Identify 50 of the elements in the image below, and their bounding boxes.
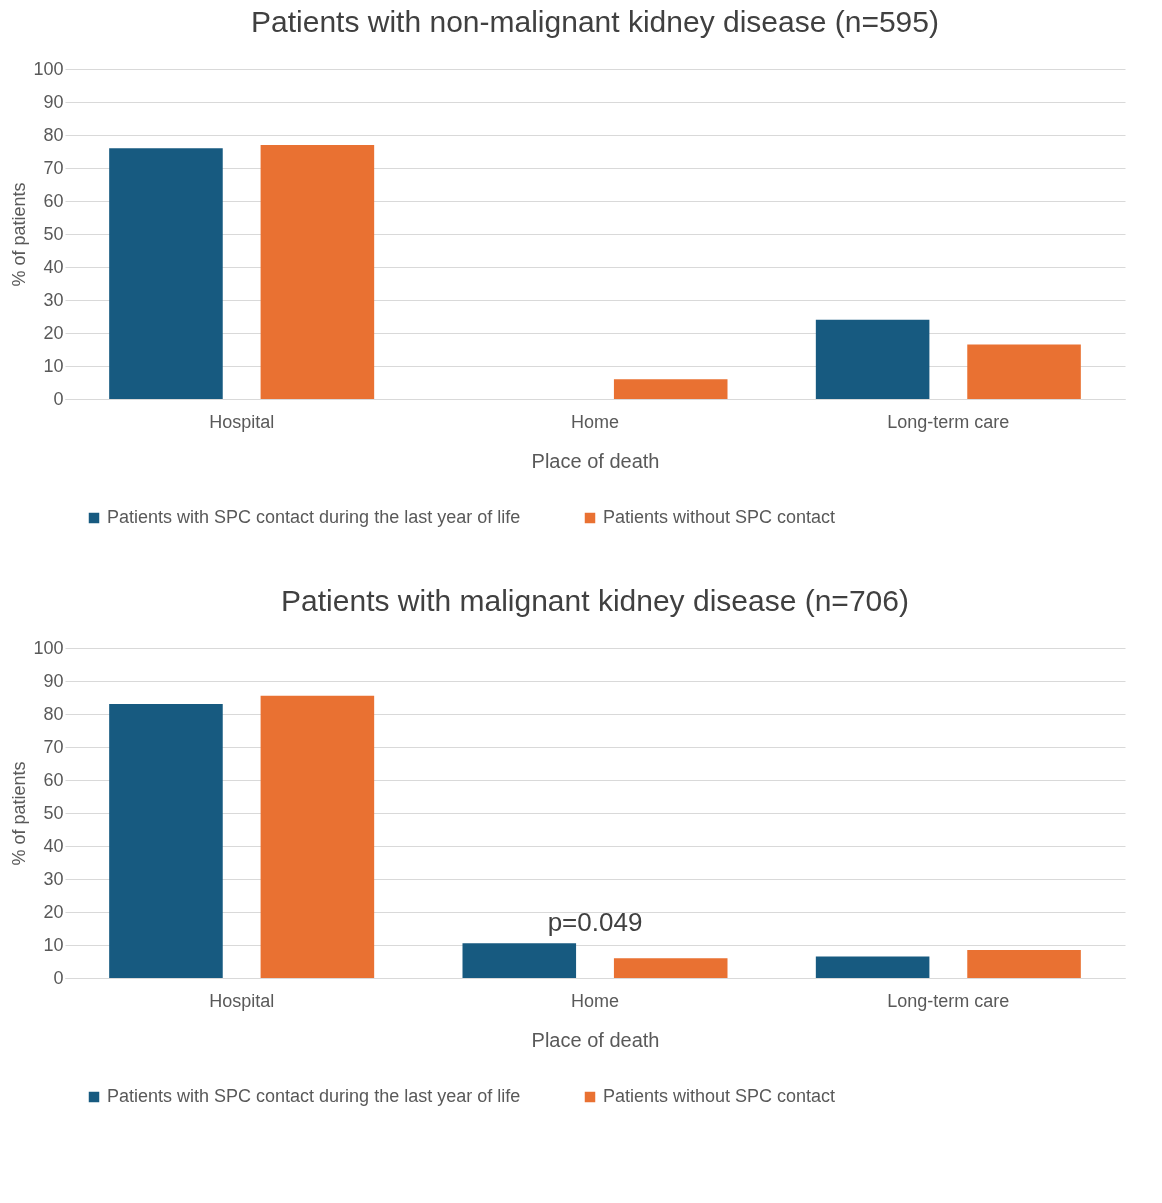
legend-label: Patients without SPC contact [603, 507, 836, 527]
bar [109, 704, 223, 978]
y-tick-label: 70 [43, 736, 64, 757]
y-tick-label: 90 [43, 670, 64, 691]
y-tick-label: 90 [43, 91, 64, 112]
bar [109, 148, 223, 399]
y-tick-label: 50 [43, 223, 64, 244]
y-tick-label: 80 [43, 124, 64, 145]
annotation: p=0.049 [547, 907, 643, 937]
bar [967, 949, 1081, 978]
y-tick-label: 10 [43, 934, 64, 955]
y-tick-label: 50 [43, 802, 64, 823]
bar [815, 319, 930, 399]
y-tick-label: 80 [43, 703, 64, 724]
y-tick-label: 70 [43, 157, 64, 178]
y-axis-title: % of patients [9, 182, 30, 287]
y-tick-label: 100 [33, 58, 64, 79]
bar [260, 695, 375, 978]
y-axis-title: % of patients [9, 761, 30, 866]
y-tick-label: 30 [43, 868, 64, 889]
y-tick-label: 0 [53, 388, 64, 409]
x-tick-label: Long-term care [887, 990, 1010, 1011]
y-tick-label: 10 [43, 355, 64, 376]
bar [613, 958, 728, 978]
y-tick-label: 20 [43, 901, 64, 922]
x-tick-label: Home [570, 990, 620, 1011]
x-tick-label: Hospital [209, 411, 275, 432]
x-tick-label: Home [570, 411, 620, 432]
bar [260, 144, 375, 399]
legend-label: Patients without SPC contact [603, 1086, 836, 1106]
bar [613, 379, 728, 399]
bar [967, 344, 1081, 399]
y-tick-label: 0 [53, 967, 64, 988]
y-tick-label: 30 [43, 289, 64, 310]
x-axis-title: Place of death [531, 1028, 660, 1051]
y-tick-label: 40 [43, 835, 64, 856]
bar [462, 943, 577, 978]
chart-title: Patients with malignant kidney disease (n=706) [281, 584, 909, 617]
x-tick-label: Hospital [209, 990, 275, 1011]
y-tick-label: 60 [43, 769, 64, 790]
y-tick-label: 100 [33, 637, 64, 658]
legend-label: Patients with SPC contact during the last year of life [107, 507, 521, 527]
y-tick-label: 20 [43, 322, 64, 343]
legend-label: Patients with SPC contact during the last year of life [107, 1086, 521, 1106]
x-tick-label: Long-term care [887, 411, 1010, 432]
chart-title: Patients with non-malignant kidney disease (n=595) [251, 5, 939, 38]
y-tick-label: 40 [43, 256, 64, 277]
bar [815, 956, 930, 978]
y-tick-label: 60 [43, 190, 64, 211]
x-axis-title: Place of death [531, 449, 660, 472]
